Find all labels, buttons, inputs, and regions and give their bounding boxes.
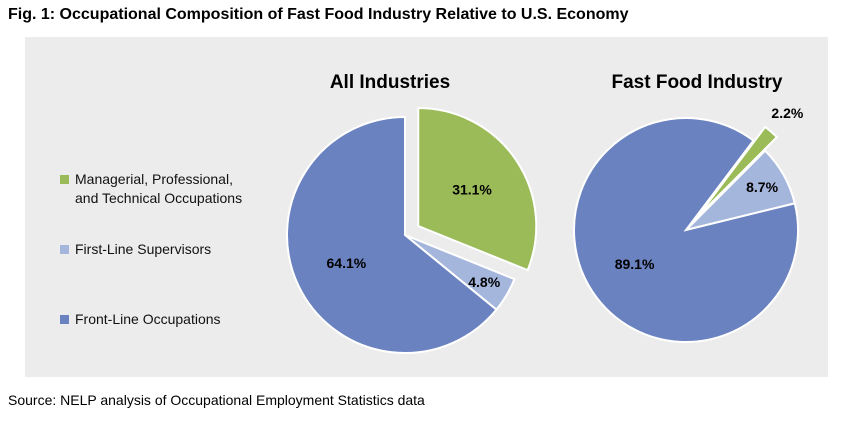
pie-1-slice-front-line	[573, 117, 799, 343]
pie-0-label-managerial: 31.1%	[452, 182, 492, 198]
legend-swatch-managerial	[60, 175, 69, 184]
legend-label-supervisors: First-Line Supervisors	[75, 241, 212, 257]
pie-title-fast-food: Fast Food Industry	[611, 72, 783, 93]
legend-item-supervisors: First-Line Supervisors	[60, 240, 211, 259]
pie-0-slice-managerial	[417, 107, 538, 272]
figure-title: Fig. 1: Occupational Composition of Fast…	[8, 6, 629, 23]
legend-item-front-line: Front-Line Occupations	[60, 310, 221, 329]
pie-1-label-managerial: 2.2%	[771, 105, 803, 121]
pie-0-label-supervisors: 4.8%	[468, 274, 500, 290]
pie-0-slice-front-line	[286, 115, 498, 354]
pie-1-label-supervisors: 8.7%	[746, 179, 778, 195]
pie-1-slice-managerial	[697, 125, 779, 218]
legend-label-front-line: Front-Line Occupations	[75, 311, 221, 327]
source-note: Source: NELP analysis of Occupational Em…	[8, 392, 425, 408]
pie-title-all-industries: All Industries	[329, 72, 451, 93]
legend-swatch-front-line	[60, 315, 69, 324]
legend-item-managerial: Managerial, Professional, and Technical …	[60, 170, 242, 208]
pie-0-label-front-line: 64.1%	[327, 255, 367, 271]
legend-label-managerial: Managerial, Professional, and Technical …	[75, 171, 243, 206]
legend-swatch-supervisors	[60, 245, 69, 254]
pie-1-label-front-line: 89.1%	[615, 256, 655, 272]
